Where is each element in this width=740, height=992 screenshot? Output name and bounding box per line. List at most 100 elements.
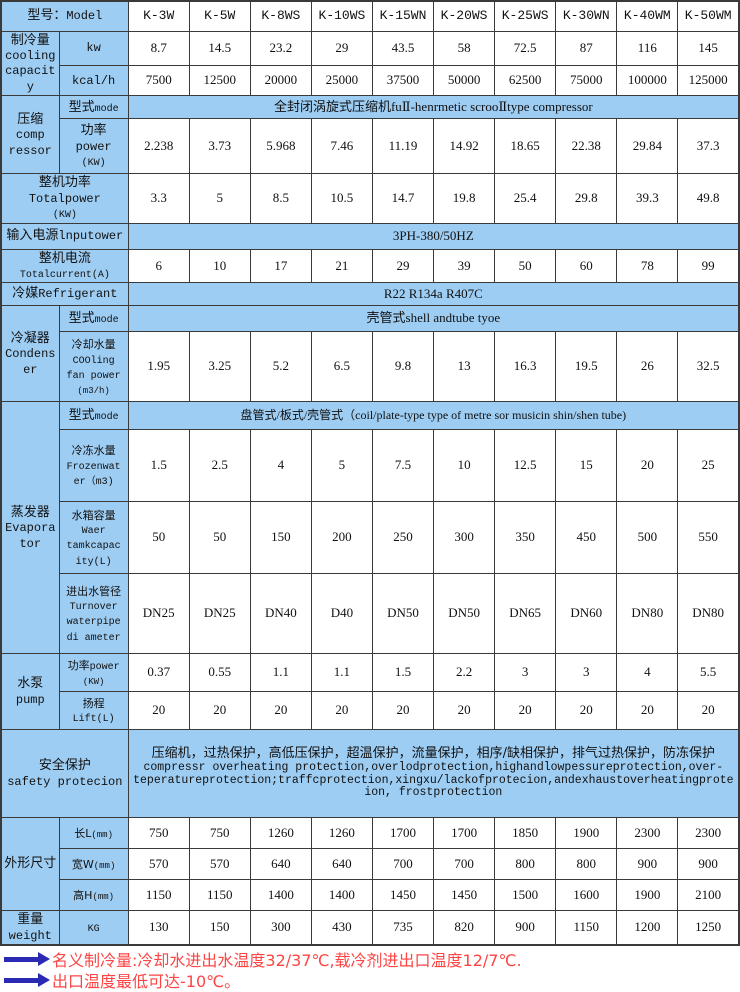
table-row-evaporator-frozen-water: 冷冻水量 Frozenwat er（m3) 1.5 2.5 4 5 7.5 10…: [1, 429, 740, 503]
footnote-text: 名义制冷量:冷却水进出水温度32/37℃,载冷剂进出口温度12/7℃.: [52, 950, 522, 970]
cell-value: 500: [616, 501, 679, 575]
cell-value: 3.73: [188, 118, 251, 175]
table-row-compressor-mode: 压缩 comp ressor 型式mode 全封闭涡旋式压缩机fuⅡ-henrm…: [0, 95, 740, 175]
row-group-label-evaporator: 蒸发器 Evaporator: [0, 401, 60, 655]
cell-value: 23.2: [249, 30, 312, 66]
cell-value: 10.5: [310, 173, 373, 224]
arrow-right-icon: [4, 951, 50, 966]
cell-value: 20: [433, 691, 496, 731]
cell-value: 900: [677, 848, 740, 881]
cell-value: 3.3: [127, 173, 190, 224]
cell-value: 430: [310, 910, 373, 946]
table-row-evaporator-pipe-diameter: 进出水管径 Turnover waterpipe di ameter DN25 …: [1, 573, 740, 655]
group-label-cn: 水泵: [17, 676, 44, 692]
cell-value: 60: [555, 248, 618, 284]
cell-value: 1250: [677, 910, 740, 946]
cell-value: DN25: [127, 573, 190, 655]
cell-value: 20: [677, 691, 740, 731]
cell-value: 32.5: [677, 331, 740, 403]
sub-label-compressor-mode: 型式mode: [58, 95, 129, 120]
cell-value: 12.5: [494, 429, 557, 503]
cell-value: 1150: [188, 879, 251, 912]
arrow-right-icon: [4, 972, 50, 987]
group-label-en: Evaporator: [5, 521, 56, 551]
cell-value: 2100: [677, 879, 740, 912]
table-row-cooling-capacity-kw: 制冷量 cooling capacity kw 8.7 14.5 23.2 29…: [0, 30, 740, 97]
cell-value: DN80: [677, 573, 740, 655]
cell-value: 20000: [249, 64, 312, 97]
group-label-cn: 外形尺寸: [4, 856, 57, 872]
cell-value: 3: [494, 653, 557, 693]
cell-value: 29: [310, 30, 373, 66]
cell-value: 75000: [555, 64, 618, 97]
footnote-row: 名义制冷量:冷却水进出水温度32/37℃,载冷剂进出口温度12/7℃.: [4, 948, 740, 970]
cell-value: 1.95: [127, 331, 190, 403]
cell-value: 350: [494, 501, 557, 575]
cell-value: 87: [555, 30, 618, 66]
model-header-cell: K-40WM: [616, 0, 679, 32]
cell-value: 5.968: [249, 118, 312, 175]
cell-value: 14.92: [433, 118, 496, 175]
table-row-dimension-length: 外形尺寸 长L(mm) 750 750 1260 1260 1700 1700 …: [0, 817, 740, 912]
cell-value: 250: [371, 501, 435, 575]
footnote-row: 出口温度最低可达-10℃。: [4, 969, 740, 991]
model-header-cell: K-5W: [188, 0, 251, 32]
cell-value: 11.19: [371, 118, 435, 175]
row-group-label-condenser: 冷凝器 Condenser: [0, 305, 60, 403]
cell-value: 1700: [371, 817, 435, 850]
cell-value: 640: [310, 848, 373, 881]
merged-evaporator-type: 盘管式/板式/壳管式（coil/plate-type type of metre…: [127, 401, 740, 431]
sub-label-evaporator-mode: 型式mode: [58, 401, 129, 431]
cell-value: 37.3: [677, 118, 740, 175]
sub-label-pipe-diameter: 进出水管径 Turnover waterpipe di ameter: [58, 573, 129, 655]
row-group-label-weight: 重量 weight: [0, 910, 60, 946]
cell-value: 8.5: [249, 173, 312, 224]
cell-value: 49.8: [677, 173, 740, 224]
model-label-cell: 型号：Model: [0, 0, 129, 32]
cell-value: 640: [249, 848, 312, 881]
cell-value: 1260: [249, 817, 312, 850]
cell-value: 19.5: [555, 331, 618, 403]
sub-label-en-line2: tamkcapac: [66, 541, 121, 553]
cell-value: 1.5: [371, 653, 435, 693]
cell-value: 4: [616, 653, 679, 693]
cell-value: 13: [433, 331, 496, 403]
row-label-input-power: 输入电源lnputower: [0, 222, 129, 250]
cell-value: 1260: [310, 817, 373, 850]
cell-value: 5.2: [249, 331, 312, 403]
model-label-cn: 型号：: [27, 8, 67, 24]
sub-label-condenser-mode: 型式mode: [58, 305, 129, 333]
cell-value: 150: [249, 501, 312, 575]
cell-value: 20: [371, 691, 435, 731]
cell-value: 5: [310, 429, 373, 503]
merged-input-power-value: 3PH-380/50HZ: [127, 222, 740, 250]
sub-label-pump-power: 功率power (KW): [58, 653, 129, 693]
merged-refrigerant-value: R22 R134a R407C: [127, 282, 740, 307]
cell-value: 450: [555, 501, 618, 575]
cell-value: 800: [494, 848, 557, 881]
cell-value: 2.2: [433, 653, 496, 693]
cell-value: 570: [127, 848, 190, 881]
cell-value: 130: [127, 910, 190, 946]
cell-value: 19.8: [433, 173, 496, 224]
cell-value: 750: [188, 817, 251, 850]
sub-label-en-line2: waterpipe: [66, 617, 121, 629]
cell-value: 700: [371, 848, 435, 881]
cell-value: 116: [616, 30, 679, 66]
cell-value: 1500: [494, 879, 557, 912]
cell-value: 820: [433, 910, 496, 946]
cell-value: 20: [249, 691, 312, 731]
sub-label-tank-capacity: 水箱容量 Waer tamkcapac ity(L): [58, 501, 129, 575]
cell-value: 15: [555, 429, 618, 503]
cell-value: 29: [371, 248, 435, 284]
table-row-pump-power: 水泵 pump 功率power (KW) 0.37 0.55 1.1 1.1 1…: [0, 653, 740, 731]
model-header-cell: K-30WN: [555, 0, 618, 32]
cell-value: 25: [677, 429, 740, 503]
cell-value: 7.46: [310, 118, 373, 175]
cell-value: 1.1: [310, 653, 373, 693]
cell-value: 1200: [616, 910, 679, 946]
cell-value: 78: [616, 248, 679, 284]
table-row-model-header: 型号：Model K-3W K-5W K-8WS K-10WS K-15WN K…: [0, 0, 740, 32]
group-label-cn: 压缩: [17, 111, 44, 127]
group-label-en2: ressor: [8, 143, 52, 158]
